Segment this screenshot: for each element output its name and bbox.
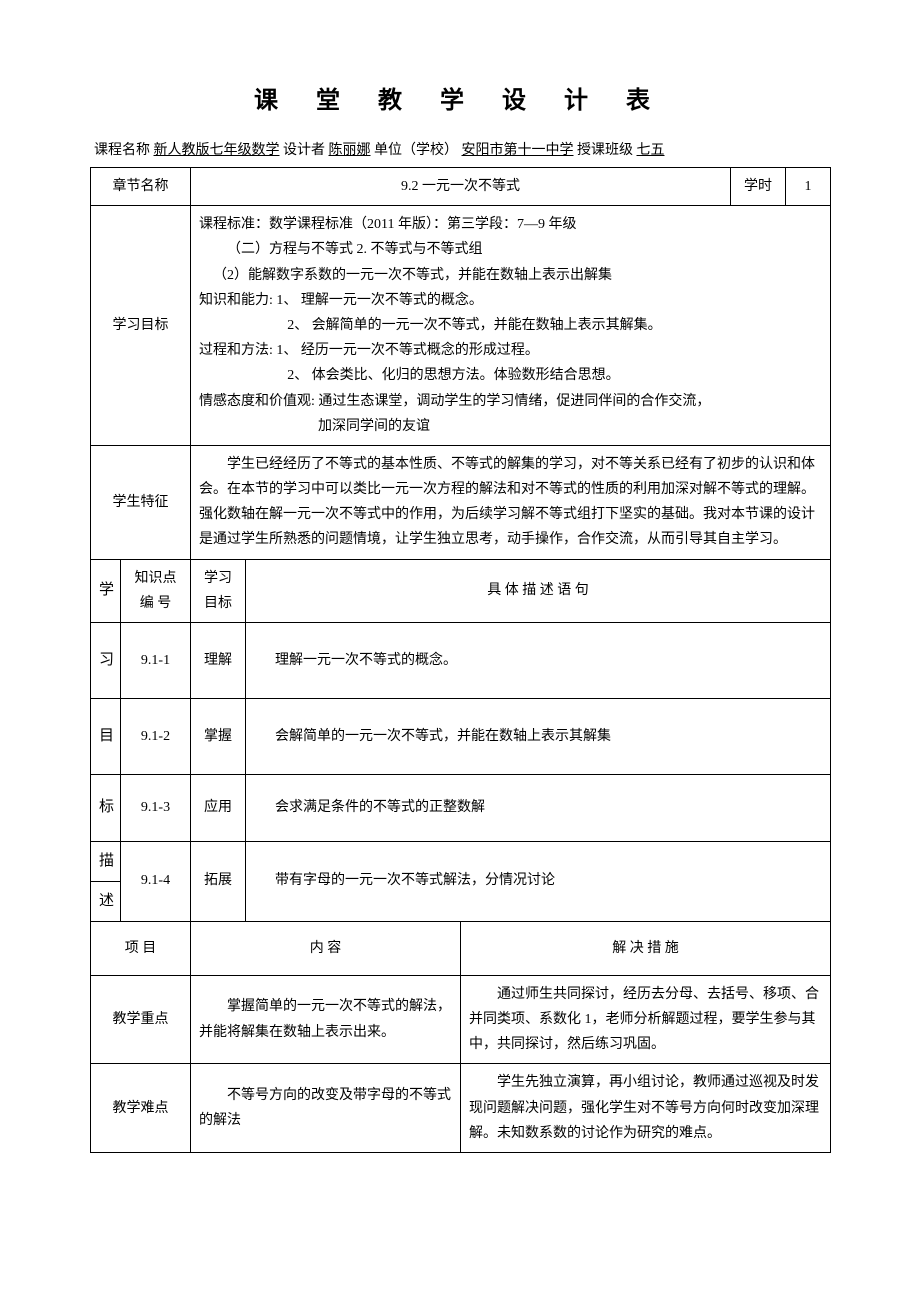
goals-cell: 课程标准：数学课程标准（2011 年版）：第三学段：7—9 年级 （二）方程与不… [191, 206, 831, 446]
table-row: 学 知识点编 号 学习目标 具 体 描 述 语 句 [91, 559, 831, 622]
difficulty-content: 不等号方向的改变及带字母的不等式的解法 [191, 1064, 461, 1153]
goals-label: 学习目标 [91, 206, 191, 446]
desc-col3: 具 体 描 述 语 句 [246, 559, 831, 622]
goals-line: 2、 会解简单的一元一次不等式，并能在数轴上表示其解集。 [199, 313, 822, 338]
designer-value: 陈丽娜 [329, 143, 371, 158]
class-value: 七五 [637, 143, 665, 158]
table-row: 项 目 内 容 解 决 措 施 [91, 921, 831, 975]
desc-level: 拓展 [191, 841, 246, 921]
course-value: 新人教版七年级数学 [154, 143, 280, 158]
vlabel-c4: 标 [91, 775, 121, 841]
desc-text: 会求满足条件的不等式的正整数解 [246, 775, 831, 841]
desc-col2: 学习目标 [191, 559, 246, 622]
desc-id: 9.1-3 [121, 775, 191, 841]
proj-col3: 解 决 措 施 [461, 921, 831, 975]
table-row: 教学难点 不等号方向的改变及带字母的不等式的解法 学生先独立演算，再小组讨论，教… [91, 1064, 831, 1153]
hours-label: 学时 [731, 168, 786, 206]
vlabel-c2: 习 [91, 623, 121, 699]
goals-line: 课程标准：数学课程标准（2011 年版）：第三学段：7—9 年级 [199, 212, 822, 237]
desc-col1: 知识点编 号 [121, 559, 191, 622]
focus-content: 掌握简单的一元一次不等式的解法，并能将解集在数轴上表示出来。 [191, 975, 461, 1064]
vlabel-c5: 描 [91, 841, 121, 881]
focus-measure: 通过师生共同探讨，经历去分母、去括号、移项、合并同类项、系数化 1，老师分析解题… [461, 975, 831, 1064]
student-text: 学生已经经历了不等式的基本性质、不等式的解集的学习，对不等关系已经有了初步的认识… [191, 445, 831, 559]
vlabel-c6: 述 [91, 881, 121, 921]
proj-col2: 内 容 [191, 921, 461, 975]
chapter-label: 章节名称 [91, 168, 191, 206]
page-title: 课 堂 教 学 设 计 表 [90, 80, 830, 115]
difficulty-label: 教学难点 [91, 1064, 191, 1153]
design-table: 章节名称 9.2 一元一次不等式 学时 1 学习目标 课程标准：数学课程标准（2… [90, 167, 831, 1153]
desc-level: 掌握 [191, 699, 246, 775]
meta-line: 课程名称 新人教版七年级数学 设计者 陈丽娜 单位（学校） 安阳市第十一中学 授… [94, 139, 830, 159]
class-label: 授课班级 [577, 143, 633, 158]
desc-text: 理解一元一次不等式的概念。 [246, 623, 831, 699]
table-row: 学习目标 课程标准：数学课程标准（2011 年版）：第三学段：7—9 年级 （二… [91, 206, 831, 446]
goals-line: （二）方程与不等式 2. 不等式与不等式组 [199, 237, 822, 262]
table-row: 章节名称 9.2 一元一次不等式 学时 1 [91, 168, 831, 206]
desc-text: 会解简单的一元一次不等式，并能在数轴上表示其解集 [246, 699, 831, 775]
desc-level: 理解 [191, 623, 246, 699]
desc-id: 9.1-4 [121, 841, 191, 921]
goals-line: （2）能解数字系数的一元一次不等式，并能在数轴上表示出解集 [199, 263, 822, 288]
designer-label: 设计者 [283, 143, 325, 158]
goals-line: 知识和能力: 1、 理解一元一次不等式的概念。 [199, 288, 822, 313]
unit-label: 单位（学校） [374, 143, 458, 158]
unit-value: 安阳市第十一中学 [462, 143, 574, 158]
desc-id: 9.1-1 [121, 623, 191, 699]
goals-line: 2、 体会类比、化归的思想方法。体验数形结合思想。 [199, 363, 822, 388]
goals-line: 过程和方法: 1、 经历一元一次不等式概念的形成过程。 [199, 338, 822, 363]
desc-level: 应用 [191, 775, 246, 841]
vlabel-c3: 目 [91, 699, 121, 775]
course-label: 课程名称 [94, 143, 150, 158]
desc-text: 带有字母的一元一次不等式解法，分情况讨论 [246, 841, 831, 921]
difficulty-measure: 学生先独立演算，再小组讨论，教师通过巡视及时发现问题解决问题，强化学生对不等号方… [461, 1064, 831, 1153]
goals-line: 加深同学间的友谊 [199, 414, 822, 439]
chapter-value: 9.2 一元一次不等式 [191, 168, 731, 206]
table-row: 学生特征 学生已经经历了不等式的基本性质、不等式的解集的学习，对不等关系已经有了… [91, 445, 831, 559]
desc-id: 9.1-2 [121, 699, 191, 775]
proj-col1: 项 目 [91, 921, 191, 975]
table-row: 教学重点 掌握简单的一元一次不等式的解法，并能将解集在数轴上表示出来。 通过师生… [91, 975, 831, 1064]
focus-label: 教学重点 [91, 975, 191, 1064]
hours-value: 1 [786, 168, 831, 206]
student-label: 学生特征 [91, 445, 191, 559]
vlabel-c1: 学 [91, 559, 121, 622]
goals-line: 情感态度和价值观: 通过生态课堂，调动学生的学习情绪，促进同伴间的合作交流， [199, 389, 822, 414]
